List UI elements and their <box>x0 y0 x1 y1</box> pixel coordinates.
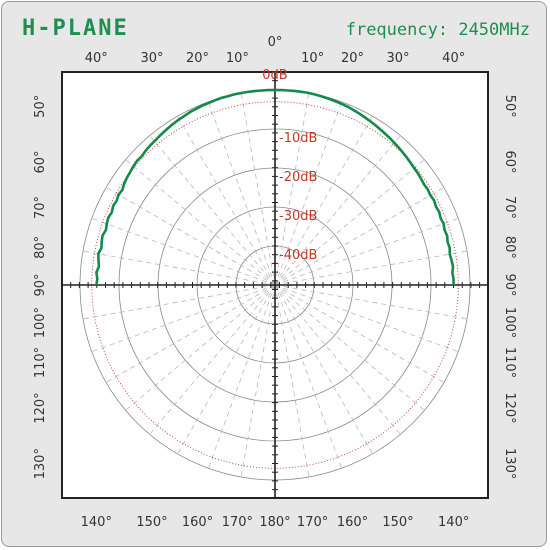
grid-spoke <box>207 284 276 469</box>
axes <box>62 72 488 498</box>
left-angle-label: 110° <box>33 347 48 378</box>
grid-spoke <box>177 115 276 286</box>
grid-spoke <box>274 250 468 286</box>
grid-spoke <box>149 284 276 435</box>
bottom-angle-label: 150° <box>136 515 167 530</box>
left-angle-label: 100° <box>33 307 48 338</box>
left-angle-label: 60° <box>33 150 48 173</box>
bottom-angle-label: 170° <box>297 515 328 530</box>
left-angle-label: 70° <box>33 196 48 219</box>
grid-spoke <box>274 101 343 286</box>
bottom-angle-label: 160° <box>337 515 368 530</box>
top-angle-label: 40° <box>85 51 108 66</box>
angle-labels: 0° 40° 30° 20° 10° 10° 20° 30° 40° 140° 150° 160° 17… <box>33 35 517 530</box>
grid-spoke <box>82 284 276 320</box>
frequency-value: 2450 <box>458 20 500 40</box>
right-angle-label: 80° <box>502 236 517 259</box>
right-angle-label: 70° <box>502 196 517 219</box>
right-angle-label: 90° <box>502 273 517 296</box>
db-label: -20dB <box>279 170 317 185</box>
right-angle-label: 130° <box>502 448 517 479</box>
zero-angle-label: 0° <box>268 35 283 50</box>
top-angle-label: 40° <box>442 51 465 66</box>
top-angle-label: 30° <box>386 51 409 66</box>
grid-spoke <box>240 92 276 286</box>
right-angle-label: 60° <box>502 150 517 173</box>
grid-spoke <box>240 284 276 478</box>
grid-spoke <box>274 284 401 435</box>
right-angle-label: 50° <box>502 95 517 118</box>
grid-spoke <box>149 135 276 286</box>
axis-ticks <box>61 71 481 491</box>
bottom-angle-label: 140° <box>81 515 112 530</box>
grid-spoke <box>207 101 276 286</box>
right-angle-label: 120° <box>502 392 517 423</box>
frequency-unit: MHz <box>499 20 530 40</box>
left-angle-label: 50° <box>33 95 48 118</box>
grid-spokes <box>82 92 468 478</box>
right-angle-label: 100° <box>502 307 517 338</box>
top-angle-label: 20° <box>341 51 364 66</box>
pattern-line <box>95 88 455 286</box>
db-label: -10dB <box>279 131 317 146</box>
grid-spoke <box>125 284 276 411</box>
grid-spoke <box>274 159 425 286</box>
grid-spoke <box>105 187 276 286</box>
left-angle-label: 120° <box>33 392 48 423</box>
bottom-angle-label: 180° <box>259 515 290 530</box>
grid-spoke <box>274 284 425 411</box>
bottom-angle-label: 170° <box>222 515 253 530</box>
top-angle-label: 30° <box>140 51 163 66</box>
top-angle-label: 10° <box>226 51 249 66</box>
bottom-angle-label: 150° <box>382 515 413 530</box>
grid-spoke <box>274 284 343 469</box>
grid-spoke <box>274 135 401 286</box>
pattern-series <box>95 88 455 286</box>
left-angle-label: 130° <box>33 448 48 479</box>
grid-spoke <box>274 284 468 320</box>
grid-spoke <box>105 284 276 383</box>
grid-spoke <box>91 284 276 353</box>
db-labels: 0dB -10dB -20dB -30dB -40dB <box>262 68 317 263</box>
right-angle-label: 110° <box>502 347 517 378</box>
grid-spoke <box>274 284 459 353</box>
grid-spoke <box>274 284 373 455</box>
left-angle-label: 80° <box>33 236 48 259</box>
top-angle-label: 20° <box>186 51 209 66</box>
grid-spoke <box>125 159 276 286</box>
grid-spoke <box>274 284 445 383</box>
left-angle-label: 90° <box>33 273 48 296</box>
grid-spoke <box>274 217 459 286</box>
frequency-readout: frequency: 2450MHz <box>346 18 530 42</box>
bottom-angle-label: 140° <box>438 515 469 530</box>
grid-spoke <box>91 217 276 286</box>
bottom-angle-label: 160° <box>182 515 213 530</box>
db-label: -30dB <box>279 209 317 224</box>
grid-spoke <box>274 92 310 286</box>
db-label: 0dB <box>262 68 287 83</box>
db-label: -40dB <box>279 248 317 263</box>
grid-spoke <box>177 284 276 455</box>
grid-spoke <box>274 115 373 286</box>
grid-spoke <box>274 187 445 286</box>
grid-spoke <box>274 284 310 478</box>
top-angle-label: 10° <box>301 51 324 66</box>
chart-title: H-PLANE <box>22 16 129 41</box>
frequency-label: frequency: <box>345 20 449 40</box>
grid-spoke <box>82 250 276 286</box>
